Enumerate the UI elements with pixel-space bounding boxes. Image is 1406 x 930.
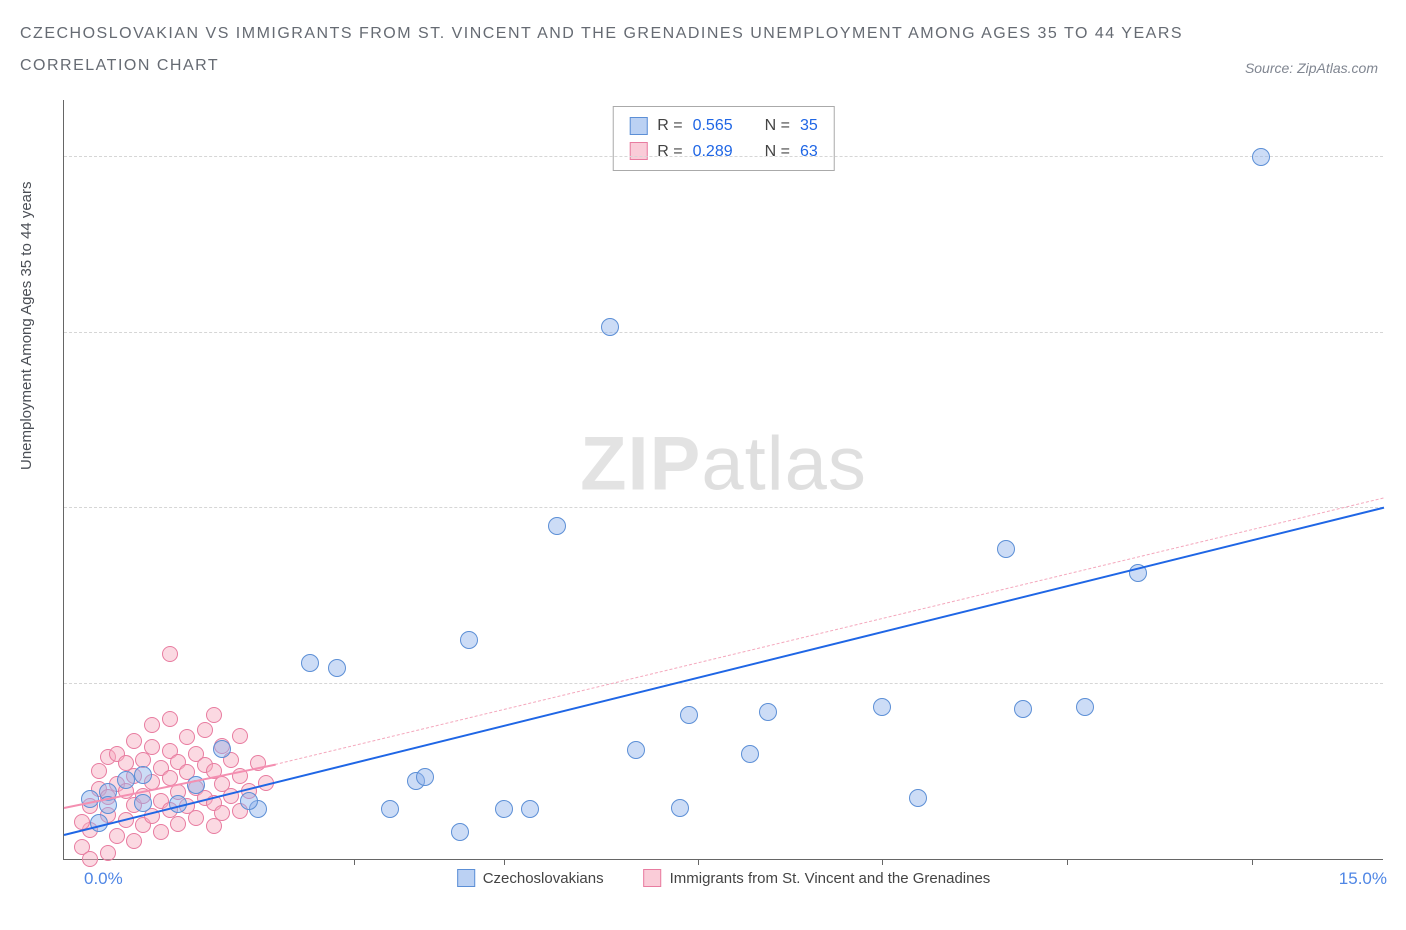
x-tick — [504, 859, 505, 865]
data-point — [188, 810, 204, 826]
stat-row: R = 0.565 N = 35 — [629, 113, 818, 139]
data-point — [126, 833, 142, 849]
scatter-plot: ZIPatlas R = 0.565 N = 35 R = 0.289 N = … — [63, 100, 1383, 860]
data-point — [179, 729, 195, 745]
x-tick — [1252, 859, 1253, 865]
swatch-blue-icon — [629, 117, 647, 135]
data-point — [680, 706, 698, 724]
swatch-pink-icon — [644, 869, 662, 887]
data-point — [460, 631, 478, 649]
data-point — [117, 771, 135, 789]
data-point — [328, 659, 346, 677]
stat-row: R = 0.289 N = 63 — [629, 139, 818, 165]
data-point — [109, 828, 125, 844]
data-point — [206, 707, 222, 723]
watermark-light: atlas — [701, 422, 867, 507]
data-point — [197, 722, 213, 738]
data-point — [214, 805, 230, 821]
data-point — [521, 800, 539, 818]
x-tick — [698, 859, 699, 865]
gridline — [64, 332, 1383, 333]
data-point — [126, 733, 142, 749]
data-point — [91, 763, 107, 779]
data-point — [416, 768, 434, 786]
swatch-pink-icon — [629, 142, 647, 160]
legend-item: Immigrants from St. Vincent and the Gren… — [644, 869, 991, 887]
n-value: 35 — [800, 113, 818, 139]
data-point — [1252, 148, 1270, 166]
data-point — [495, 800, 513, 818]
data-point — [213, 740, 231, 758]
r-value: 0.289 — [693, 139, 733, 165]
gridline — [64, 156, 1383, 157]
data-point — [451, 823, 469, 841]
data-point — [162, 711, 178, 727]
chart-title-line2: CORRELATION CHART — [20, 50, 1386, 82]
trend-line — [275, 498, 1384, 766]
data-point — [1076, 698, 1094, 716]
data-point — [873, 698, 891, 716]
r-label: R = — [657, 113, 682, 139]
data-point — [381, 800, 399, 818]
chart-title-line1: CZECHOSLOVAKIAN VS IMMIGRANTS FROM ST. V… — [20, 18, 1386, 50]
legend-label: Immigrants from St. Vincent and the Gren… — [670, 870, 991, 887]
data-point — [144, 739, 160, 755]
data-point — [997, 540, 1015, 558]
chart-title-area: CZECHOSLOVAKIAN VS IMMIGRANTS FROM ST. V… — [20, 18, 1386, 82]
data-point — [601, 318, 619, 336]
data-point — [232, 728, 248, 744]
data-point — [144, 717, 160, 733]
legend-item: Czechoslovakians — [457, 869, 604, 887]
n-value: 63 — [800, 139, 818, 165]
x-axis-end-label: 15.0% — [1339, 869, 1387, 889]
x-tick — [354, 859, 355, 865]
data-point — [741, 745, 759, 763]
x-axis-origin-label: 0.0% — [84, 869, 123, 889]
data-point — [162, 646, 178, 662]
data-point — [82, 851, 98, 867]
series-legend: Czechoslovakians Immigrants from St. Vin… — [457, 869, 991, 887]
y-axis-title: Unemployment Among Ages 35 to 44 years — [18, 181, 35, 470]
swatch-blue-icon — [457, 869, 475, 887]
correlation-stats-box: R = 0.565 N = 35 R = 0.289 N = 63 — [612, 106, 835, 171]
data-point — [100, 845, 116, 861]
data-point — [909, 789, 927, 807]
data-point — [134, 766, 152, 784]
watermark-bold: ZIP — [580, 422, 701, 507]
gridline — [64, 683, 1383, 684]
r-label: R = — [657, 139, 682, 165]
n-label: N = — [765, 113, 790, 139]
data-point — [627, 741, 645, 759]
x-tick — [1067, 859, 1068, 865]
gridline — [64, 507, 1383, 508]
n-label: N = — [765, 139, 790, 165]
data-point — [301, 654, 319, 672]
data-point — [1014, 700, 1032, 718]
data-point — [153, 824, 169, 840]
data-point — [240, 792, 258, 810]
data-point — [548, 517, 566, 535]
data-point — [134, 794, 152, 812]
trend-line — [64, 506, 1384, 835]
x-tick — [882, 859, 883, 865]
data-point — [671, 799, 689, 817]
data-point — [170, 816, 186, 832]
r-value: 0.565 — [693, 113, 733, 139]
source-label: Source: ZipAtlas.com — [1245, 60, 1378, 76]
watermark: ZIPatlas — [580, 421, 867, 508]
data-point — [759, 703, 777, 721]
legend-label: Czechoslovakians — [483, 870, 604, 887]
